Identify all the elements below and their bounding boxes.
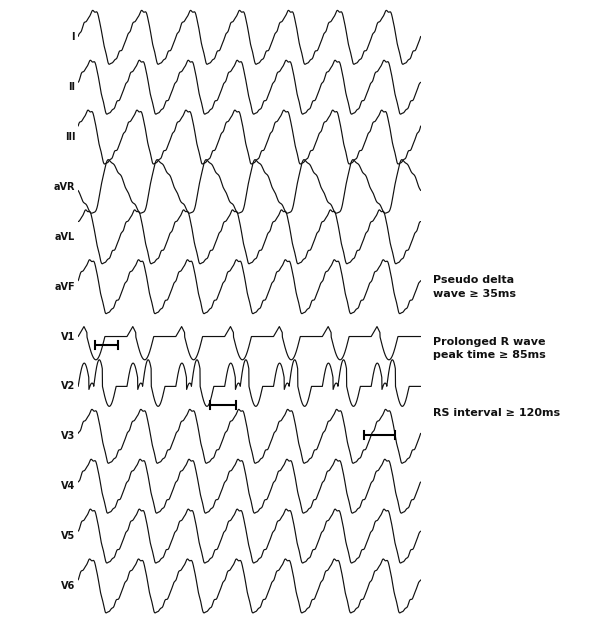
Text: V3: V3 [61,431,75,441]
Text: V2: V2 [61,381,75,391]
Text: III: III [65,132,75,142]
Text: V4: V4 [61,481,75,491]
Text: II: II [68,82,75,92]
Text: V6: V6 [61,581,75,591]
Text: I: I [72,32,75,43]
Text: aVF: aVF [55,281,75,292]
Text: V5: V5 [61,531,75,541]
Text: Prolonged R wave
peak time ≥ 85ms: Prolonged R wave peak time ≥ 85ms [433,337,546,360]
Text: V1: V1 [61,331,75,342]
Text: RS interval ≥ 120ms: RS interval ≥ 120ms [433,408,560,418]
Text: aVR: aVR [53,182,75,192]
Text: Pseudo delta
wave ≥ 35ms: Pseudo delta wave ≥ 35ms [433,275,516,299]
Text: aVL: aVL [55,232,75,242]
